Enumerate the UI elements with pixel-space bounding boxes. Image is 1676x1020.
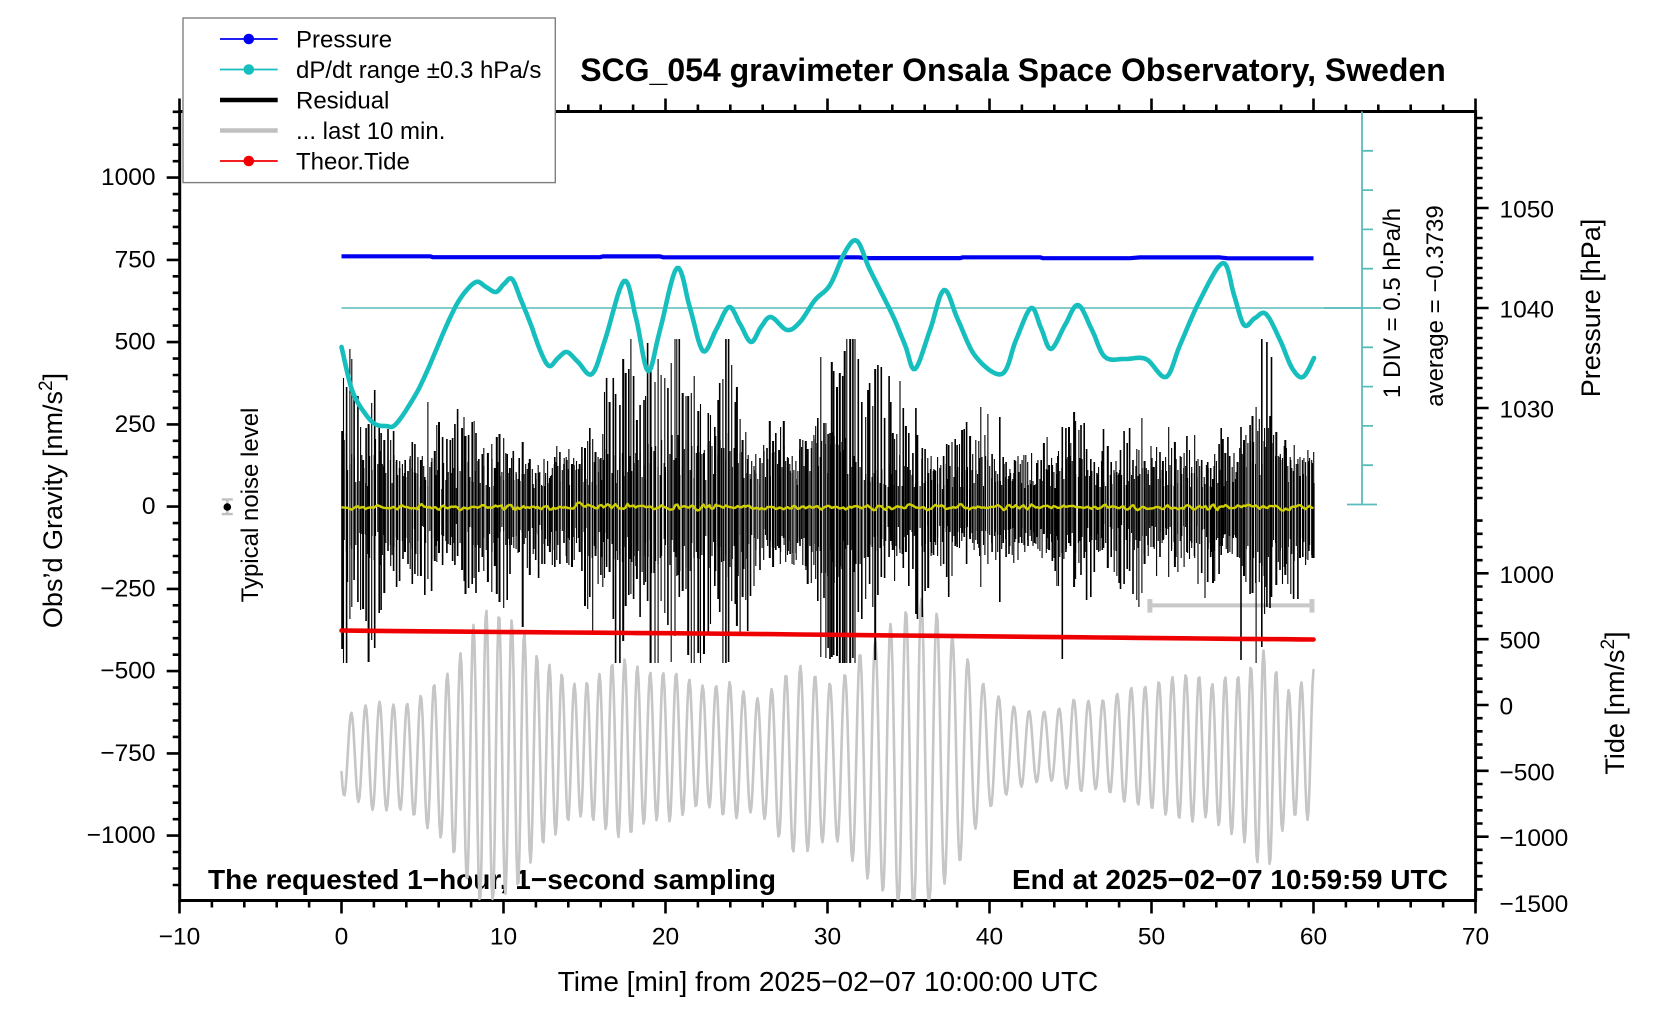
svg-text:End at 2025−02−07 10:59:59 UTC: End at 2025−02−07 10:59:59 UTC [1012, 864, 1448, 895]
svg-text:1030: 1030 [1500, 397, 1555, 424]
svg-text:30: 30 [814, 924, 841, 951]
svg-text:−1000: −1000 [1500, 825, 1569, 852]
svg-text:−250: −250 [100, 575, 155, 602]
svg-text:dP/dt range ±0.3 hPa/s: dP/dt range ±0.3 hPa/s [296, 57, 541, 84]
svg-text:500: 500 [1500, 628, 1541, 655]
svg-text:−1500: −1500 [1500, 891, 1569, 918]
svg-text:0: 0 [142, 493, 156, 520]
svg-text:SCG_054 gravimeter Onsala Spac: SCG_054 gravimeter Onsala Space Observat… [580, 52, 1446, 88]
svg-text:−750: −750 [100, 740, 155, 767]
svg-text:750: 750 [115, 246, 156, 273]
svg-text:1000: 1000 [1500, 562, 1555, 589]
svg-text:500: 500 [115, 329, 156, 356]
svg-text:Residual: Residual [296, 88, 389, 115]
svg-text:60: 60 [1300, 924, 1327, 951]
svg-text:... last 10 min.: ... last 10 min. [296, 118, 445, 145]
svg-text:70: 70 [1462, 924, 1489, 951]
svg-text:1000: 1000 [101, 164, 156, 191]
svg-text:10: 10 [490, 924, 517, 951]
svg-text:0: 0 [335, 924, 349, 951]
svg-text:Theor.Tide: Theor.Tide [296, 149, 410, 176]
svg-text:0: 0 [1500, 694, 1514, 721]
svg-text:20: 20 [652, 924, 679, 951]
svg-text:Tide [nm/s2]: Tide [nm/s2] [1598, 631, 1630, 774]
svg-text:250: 250 [115, 411, 156, 438]
svg-text:Typical noise level: Typical noise level [237, 408, 264, 603]
svg-text:Time [min] from 2025−02−07 10:: Time [min] from 2025−02−07 10:00:00 UTC [558, 966, 1099, 997]
svg-text:−500: −500 [1500, 759, 1555, 786]
svg-text:Pressure: Pressure [296, 27, 392, 54]
svg-text:1 DIV = 0.5 hPa/h: 1 DIV = 0.5 hPa/h [1379, 208, 1406, 398]
svg-text:1040: 1040 [1500, 297, 1555, 324]
svg-text:−1000: −1000 [87, 822, 156, 849]
svg-text:Obs’d Gravity [nm/s2]: Obs’d Gravity [nm/s2] [36, 373, 68, 628]
svg-text:−500: −500 [100, 658, 155, 685]
svg-text:average = −0.3739: average = −0.3739 [1422, 205, 1449, 407]
svg-text:1050: 1050 [1500, 197, 1555, 224]
svg-text:−10: −10 [159, 924, 201, 951]
svg-text:40: 40 [976, 924, 1003, 951]
svg-text:50: 50 [1138, 924, 1165, 951]
svg-text:Pressure [hPa]: Pressure [hPa] [1576, 219, 1606, 398]
